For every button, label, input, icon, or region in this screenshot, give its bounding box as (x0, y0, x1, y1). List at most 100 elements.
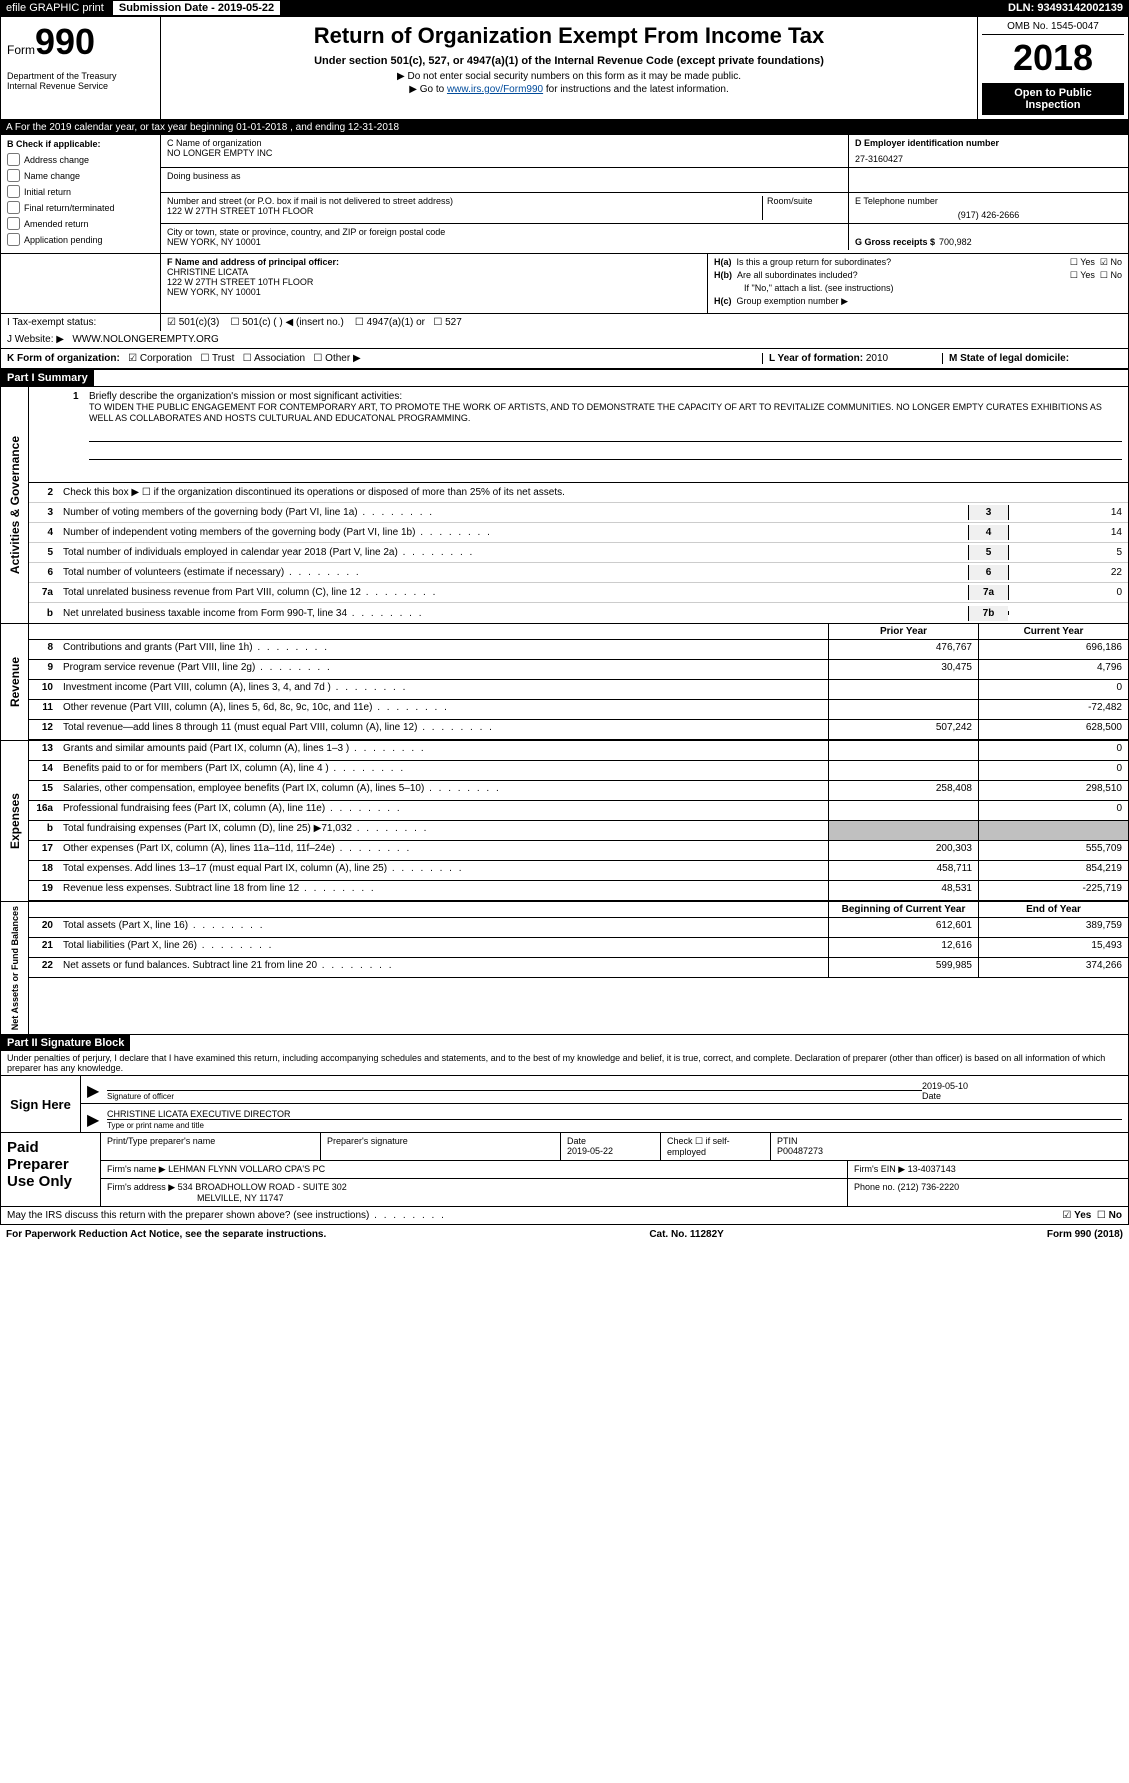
cat-number: Cat. No. 11282Y (649, 1229, 723, 1240)
website-label: J Website: ▶ (7, 334, 64, 345)
signature-block: Under penalties of perjury, I declare th… (0, 1051, 1129, 1133)
department: Department of the Treasury Internal Reve… (7, 71, 154, 91)
fin-line: 18Total expenses. Add lines 13–17 (must … (29, 861, 1128, 881)
checkbox-item: Final return/terminated (7, 201, 154, 214)
h-c: H(c) Group exemption number ▶ (714, 296, 1122, 307)
tax-status-label: I Tax-exempt status: (7, 317, 96, 328)
part2-header: Part II Signature Block (1, 1035, 130, 1051)
officer-name: CHRISTINE LICATA EXECUTIVE DIRECTOR (107, 1109, 1122, 1119)
col-current-year: Current Year (978, 624, 1128, 639)
ptin-value: P00487273 (777, 1146, 823, 1156)
row-i: I Tax-exempt status: ☑ 501(c)(3) ☐ 501(c… (0, 314, 1129, 331)
gov-line: 6Total number of volunteers (estimate if… (29, 563, 1128, 583)
checkbox[interactable] (7, 217, 20, 230)
fin-line: 8Contributions and grants (Part VIII, li… (29, 640, 1128, 660)
bottom-note: For Paperwork Reduction Act Notice, see … (0, 1225, 1129, 1244)
gov-line: 4Number of independent voting members of… (29, 523, 1128, 543)
firm-name: LEHMAN FLYNN VOLLARO CPA'S PC (168, 1164, 325, 1174)
f-name: CHRISTINE LICATA (167, 267, 701, 277)
section-b-c-d: B Check if applicable: Address changeNam… (0, 135, 1129, 254)
dba-label: Doing business as (167, 171, 842, 181)
fin-line: 13Grants and similar amounts paid (Part … (29, 741, 1128, 761)
firm-phone: (212) 736-2220 (898, 1182, 960, 1192)
part1-body: Activities & Governance 1 Briefly descri… (0, 386, 1129, 1035)
date-label: Date (922, 1091, 1122, 1101)
fin-line: 16aProfessional fundraising fees (Part I… (29, 801, 1128, 821)
checkbox[interactable] (7, 153, 20, 166)
omb-number: OMB No. 1545-0047 (982, 21, 1124, 35)
preparer-date: 2019-05-22 (567, 1146, 613, 1156)
firm-addr2: MELVILLE, NY 11747 (107, 1193, 284, 1203)
city-value: NEW YORK, NY 10001 (167, 237, 842, 247)
paperwork-notice: For Paperwork Reduction Act Notice, see … (6, 1229, 326, 1240)
preparer-sig-label: Preparer's signature (321, 1133, 561, 1160)
irs-link[interactable]: www.irs.gov/Form990 (447, 84, 543, 95)
form-note2: ▶ Go to www.irs.gov/Form990 for instruct… (173, 84, 965, 95)
fin-line: 14Benefits paid to or for members (Part … (29, 761, 1128, 781)
penalty-text: Under penalties of perjury, I declare th… (1, 1051, 1128, 1076)
side-label-governance: Activities & Governance (6, 432, 24, 578)
fin-line: 21Total liabilities (Part X, line 26)12,… (29, 938, 1128, 958)
self-employed-check: Check ☐ if self-employed (661, 1133, 771, 1160)
checkbox[interactable] (7, 233, 20, 246)
col-b-header: B Check if applicable: (7, 139, 154, 149)
preparer-name-label: Print/Type preparer's name (101, 1133, 321, 1160)
section-f-h: F Name and address of principal officer:… (0, 254, 1129, 314)
gov-line: 3Number of voting members of the governi… (29, 503, 1128, 523)
submission-date: Submission Date - 2019-05-22 (113, 1, 280, 15)
f-addr2: NEW YORK, NY 10001 (167, 287, 701, 297)
side-label-net: Net Assets or Fund Balances (8, 902, 22, 1034)
column-b: B Check if applicable: Address changeNam… (1, 135, 161, 253)
firm-addr: 534 BROADHOLLOW ROAD - SUITE 302 (178, 1182, 347, 1192)
side-label-expenses: Expenses (6, 789, 24, 853)
top-bar: efile GRAPHIC print Submission Date - 20… (0, 0, 1129, 16)
checkbox-item: Application pending (7, 233, 154, 246)
form-number: Form990 (7, 21, 154, 63)
sig-date: 2019-05-10 (922, 1081, 1122, 1091)
h-b-note: If "No," attach a list. (see instruction… (714, 283, 1122, 293)
ein-value: 27-3160427 (855, 148, 1122, 164)
fin-line: 9Program service revenue (Part VIII, lin… (29, 660, 1128, 680)
fin-line: 10Investment income (Part VIII, column (… (29, 680, 1128, 700)
tax-year: 2018 (982, 37, 1124, 79)
line2: Check this box ▶ ☐ if the organization d… (59, 485, 1128, 500)
open-to-public: Open to Public Inspection (982, 83, 1124, 115)
col-prior-year: Prior Year (828, 624, 978, 639)
checkbox[interactable] (7, 169, 20, 182)
fin-line: 19Revenue less expenses. Subtract line 1… (29, 881, 1128, 901)
form-title: Return of Organization Exempt From Incom… (173, 23, 965, 49)
name-title-label: Type or print name and title (107, 1119, 1122, 1130)
checkbox[interactable] (7, 201, 20, 214)
checkbox-item: Name change (7, 169, 154, 182)
paid-preparer-label: Paid Preparer Use Only (1, 1133, 101, 1206)
h-b: H(b) Are all subordinates included? ☐ Ye… (714, 270, 1122, 280)
h-a: H(a) Is this a group return for subordin… (714, 257, 1122, 267)
signature-label: Signature of officer (107, 1090, 922, 1101)
line-a-calendar-year: A For the 2019 calendar year, or tax yea… (0, 120, 1129, 135)
gross-value: 700,982 (939, 237, 972, 247)
gov-line: 7aTotal unrelated business revenue from … (29, 583, 1128, 603)
firm-ein: 13-4037143 (908, 1164, 956, 1174)
row-k: K Form of organization: ☑ Corporation ☐ … (0, 349, 1129, 369)
mission-text: TO WIDEN THE PUBLIC ENGAGEMENT FOR CONTE… (89, 402, 1102, 423)
phone-label: E Telephone number (855, 196, 1122, 206)
sign-here-label: Sign Here (1, 1076, 81, 1132)
addr-value: 122 W 27TH STREET 10TH FLOOR (167, 206, 762, 216)
fin-line: bTotal fundraising expenses (Part IX, co… (29, 821, 1128, 841)
fin-line: 20Total assets (Part X, line 16)612,6013… (29, 918, 1128, 938)
discuss-row: May the IRS discuss this return with the… (0, 1207, 1129, 1225)
mission-label: Briefly describe the organization's miss… (89, 391, 402, 402)
checkbox[interactable] (7, 185, 20, 198)
efile-label: efile GRAPHIC print (6, 2, 104, 14)
col-beginning: Beginning of Current Year (828, 902, 978, 917)
f-addr1: 122 W 27TH STREET 10TH FLOOR (167, 277, 701, 287)
org-name-label: C Name of organization (167, 138, 842, 148)
checkbox-item: Amended return (7, 217, 154, 230)
side-label-revenue: Revenue (6, 653, 24, 711)
phone-value: (917) 426-2666 (855, 206, 1122, 220)
fin-line: 17Other expenses (Part IX, column (A), l… (29, 841, 1128, 861)
fin-line: 11Other revenue (Part VIII, column (A), … (29, 700, 1128, 720)
gross-label: G Gross receipts $ (855, 237, 935, 247)
city-label: City or town, state or province, country… (167, 227, 842, 237)
form-header: Form990 Department of the Treasury Inter… (0, 16, 1129, 120)
